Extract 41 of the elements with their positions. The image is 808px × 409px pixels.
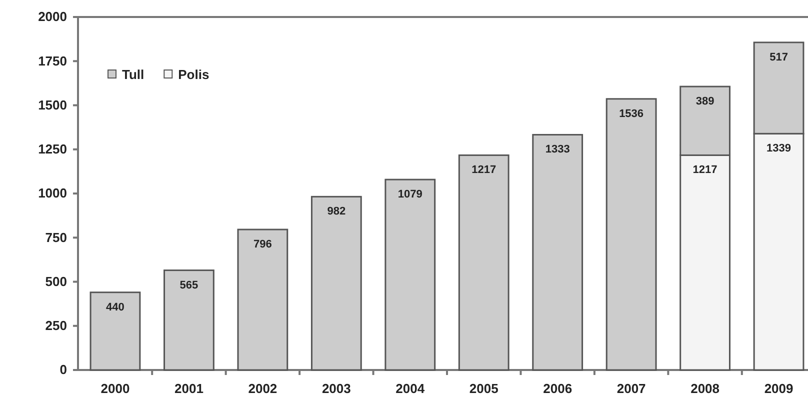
y-tick-label: 2000 — [38, 9, 67, 24]
data-label: 1079 — [398, 188, 422, 201]
data-label: 1333 — [545, 144, 570, 156]
data-label: 1339 — [766, 142, 792, 155]
x-tick-label: 2001 — [174, 381, 204, 396]
data-label: 1217 — [472, 164, 496, 176]
bar — [237, 228, 288, 371]
y-tick-label: 1500 — [38, 97, 67, 112]
data-label: 796 — [254, 238, 272, 251]
y-tick-label: 1750 — [38, 53, 67, 68]
x-tick-label: 2006 — [543, 381, 572, 396]
x-tick-label: 2004 — [396, 381, 426, 396]
x-tick-label: 2002 — [248, 381, 278, 396]
data-label: 1217 — [692, 164, 718, 176]
bar — [606, 98, 657, 371]
x-tick-label: 2008 — [690, 381, 720, 396]
x-tick-label: 2000 — [100, 381, 130, 396]
legend-label: Polis — [178, 67, 210, 82]
data-label: 389 — [696, 96, 714, 108]
data-label: 440 — [106, 301, 124, 314]
data-label: 517 — [770, 51, 788, 64]
bar — [458, 154, 510, 371]
y-tick-label: 250 — [45, 318, 67, 334]
data-label: 565 — [180, 279, 198, 292]
legend-label: Tull — [122, 67, 144, 82]
data-label: 1536 — [619, 108, 644, 120]
bar — [164, 270, 214, 371]
y-tick-label: 500 — [45, 274, 67, 289]
y-tick-label: 1000 — [38, 186, 67, 201]
data-label: 982 — [327, 206, 346, 218]
x-tick-label: 2003 — [322, 381, 351, 396]
x-tick-label: 2005 — [469, 381, 498, 396]
x-tick-label: 2007 — [616, 381, 646, 396]
y-tick-label: 0 — [60, 362, 67, 378]
y-tick-label: 750 — [45, 230, 67, 245]
bar — [532, 134, 584, 371]
x-tick-label: 2009 — [764, 381, 794, 396]
y-tick-label: 1250 — [38, 142, 67, 157]
bar — [90, 292, 141, 371]
bar — [384, 178, 436, 371]
bar — [310, 196, 362, 371]
